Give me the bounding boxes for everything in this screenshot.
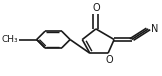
Text: O: O: [105, 55, 113, 65]
Text: CH₃: CH₃: [1, 35, 18, 44]
Text: N: N: [151, 24, 158, 34]
Text: O: O: [92, 3, 100, 13]
